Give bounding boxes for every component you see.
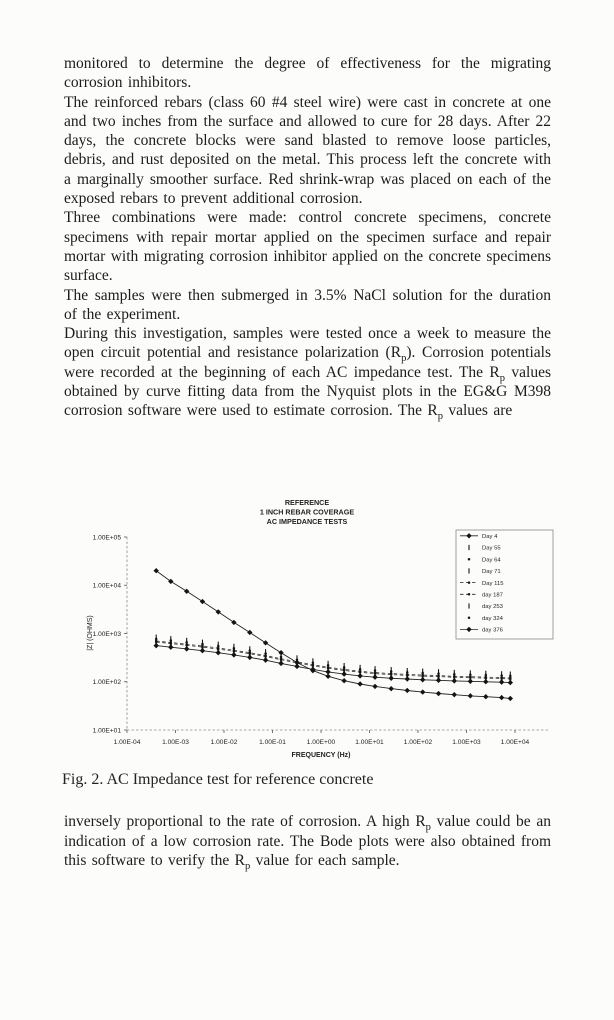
legend-item-day-4: Day 4 (460, 533, 498, 540)
paragraph: monitored to determine the degree of eff… (64, 55, 551, 92)
svg-text:Day 115: Day 115 (482, 581, 504, 587)
svg-text:1 INCH REBAR COVERAGE: 1 INCH REBAR COVERAGE (260, 508, 354, 517)
svg-text:1.00E+05: 1.00E+05 (93, 534, 122, 541)
svg-text:day 187: day 187 (482, 593, 503, 599)
closing-paragraph: inversely proportional to the rate of co… (64, 813, 551, 873)
svg-text:AC IMPEDANCE TESTS: AC IMPEDANCE TESTS (267, 517, 348, 526)
series-day-64 (154, 637, 512, 678)
svg-text:1.00E+01: 1.00E+01 (355, 739, 384, 746)
series-day-324 (154, 643, 512, 683)
y-axis-label: |Z| (OHMS) (87, 615, 94, 651)
impedance-chart: REFERENCE 1 INCH REBAR COVERAGE AC IMPEDAN… (60, 490, 575, 775)
series-day-71 (155, 637, 511, 680)
paragraph: During this investigation, samples were … (64, 325, 551, 423)
x-axis-ticks: 1.00E-04 1.00E-03 1.00E-02 1.00E-01 1.00E+00… (114, 730, 530, 746)
legend-item-day-253: day 253 (468, 603, 504, 610)
y-axis-ticks: 1.00E+05 1.00E+04 1.00E+03 1.00E+02 1.00E+01 (93, 534, 127, 734)
svg-text:1.00E+02: 1.00E+02 (404, 739, 433, 746)
legend-item-day-324: day 324 (467, 616, 504, 622)
series-day-55 (155, 634, 511, 677)
svg-text:REFERENCE: REFERENCE (285, 498, 330, 507)
svg-text:1.00E+02: 1.00E+02 (93, 679, 122, 686)
svg-text:1.00E-01: 1.00E-01 (259, 739, 286, 746)
legend-item-day-115: Day 115 (460, 581, 504, 587)
svg-text:day 253: day 253 (482, 604, 504, 610)
svg-text:1.00E-04: 1.00E-04 (114, 739, 141, 746)
svg-text:1.00E+04: 1.00E+04 (93, 583, 122, 590)
svg-text:1.00E+04: 1.00E+04 (501, 739, 530, 746)
svg-text:day 376: day 376 (482, 628, 504, 634)
svg-text:1.00E-03: 1.00E-03 (162, 739, 189, 746)
series-day-376 (153, 642, 513, 686)
x-axis-label: FREQUENCY (Hz) (292, 752, 351, 759)
paragraph: The samples were then submerged in 3.5% … (64, 286, 551, 323)
svg-text:Day 64: Day 64 (482, 557, 501, 563)
body-text: monitored to determine the degree of eff… (64, 54, 551, 423)
svg-text:Day 71: Day 71 (482, 569, 501, 575)
legend-item-day-71: Day 71 (468, 568, 501, 575)
svg-text:1.00E+00: 1.00E+00 (307, 739, 336, 746)
svg-text:1.00E-02: 1.00E-02 (211, 739, 238, 746)
svg-text:1.00E+03: 1.00E+03 (452, 739, 481, 746)
figure-caption: Fig. 2. AC Impedance test for reference … (62, 771, 374, 788)
chart-legend: Day 4 Day 55 Day 64 Day 71 Day 115 day 187 day… (455, 529, 554, 640)
svg-text:day 324: day 324 (482, 616, 504, 622)
legend-item-day-64: Day 64 (467, 557, 501, 563)
svg-text:1.00E+01: 1.00E+01 (93, 727, 122, 734)
series-day-115 (154, 639, 512, 680)
paragraph: Three combinations were made: control co… (64, 209, 551, 285)
svg-text:Day 55: Day 55 (482, 546, 501, 552)
paragraph: The reinforced rebars (class 60 #4 steel… (64, 93, 551, 208)
svg-text:Day 4: Day 4 (482, 534, 498, 540)
legend-item-day-55: Day 55 (468, 544, 501, 552)
legend-item-day-187: day 187 (460, 593, 503, 599)
svg-text:1.00E+03: 1.00E+03 (93, 631, 122, 638)
series-day-187 (154, 640, 512, 681)
